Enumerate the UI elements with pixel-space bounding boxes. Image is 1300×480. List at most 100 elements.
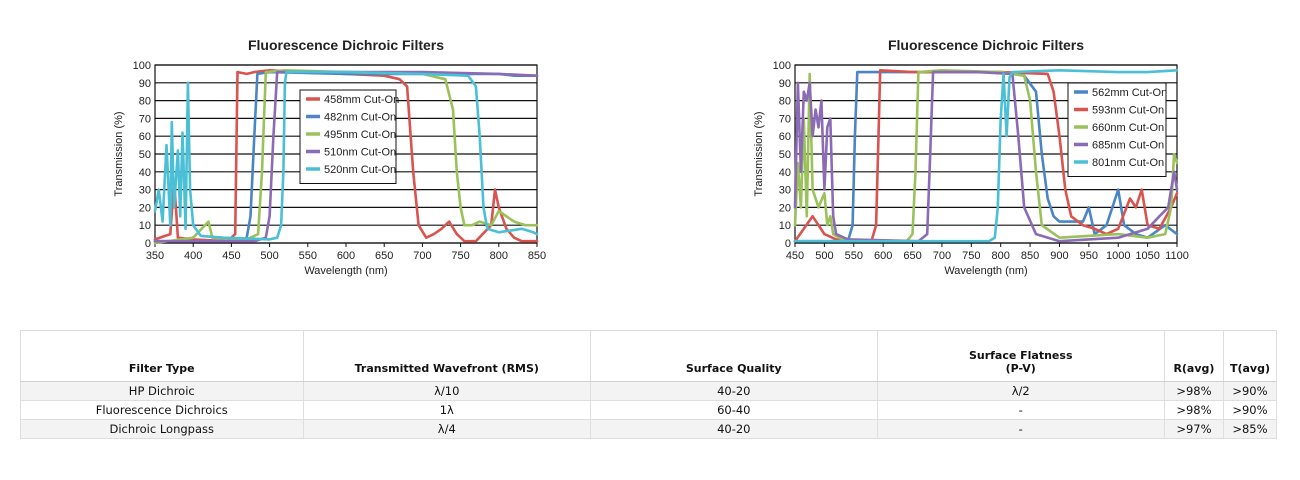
right-chart-xtick-label: 750 bbox=[962, 250, 980, 262]
cell-r-avg: >98% bbox=[1163, 400, 1224, 420]
table-row: Fluorescence Dichroics 1λ 60-40 - >98% >… bbox=[20, 400, 1278, 420]
right-chart-xtick-label: 550 bbox=[845, 250, 863, 262]
right-chart-xtick-label: 600 bbox=[874, 250, 892, 262]
right-chart-xtick-label: 1100 bbox=[1165, 250, 1189, 262]
left-chart-xtick-label: 800 bbox=[490, 250, 508, 262]
left-chart-legend-label: 520nm Cut-On bbox=[324, 164, 396, 176]
cell-surface-flatness: λ/2 bbox=[876, 381, 1165, 401]
right-chart-xtick-label: 700 bbox=[933, 250, 951, 262]
cell-filter-type: Fluorescence Dichroics bbox=[20, 400, 304, 420]
right-chart-xaxis-label: Wavelength (nm) bbox=[944, 265, 1027, 277]
right-chart-xtick-label: 950 bbox=[1080, 250, 1098, 262]
header-transmitted-wavefront: Transmitted Wavefront (RMS) bbox=[302, 330, 592, 382]
cell-transmitted-wavefront: 1λ bbox=[302, 400, 592, 420]
right-chart-xtick-label: 900 bbox=[1050, 250, 1068, 262]
right-chart-yaxis-label: Transmission (%) bbox=[753, 111, 765, 196]
left-chart-xtick-label: 500 bbox=[260, 250, 278, 262]
left-chart-xtick-label: 400 bbox=[184, 250, 202, 262]
chart-left-svg: Fluorescence Dichroic Filters 0 10 20 30 40 50… bbox=[113, 37, 546, 277]
cell-filter-type: HP Dichroic bbox=[20, 381, 304, 401]
header-surface-flatness: Surface Flatness (P-V) bbox=[876, 330, 1165, 382]
cell-transmitted-wavefront: λ/4 bbox=[302, 419, 592, 439]
right-chart-legend-label: 660nm Cut-On bbox=[1092, 122, 1164, 134]
left-chart-xtick-label: 350 bbox=[146, 250, 164, 262]
left-chart-xtick-label: 700 bbox=[413, 250, 431, 262]
left-chart-plot-frame bbox=[154, 64, 538, 244]
header-t-avg: T(avg) bbox=[1222, 330, 1278, 382]
right-chart-ytick-label: 80 bbox=[779, 96, 791, 108]
right-chart-ytick-label: 70 bbox=[779, 113, 791, 125]
left-chart-series-line-5 bbox=[153, 70, 539, 241]
left-chart-ytick-label: 70 bbox=[139, 113, 151, 125]
right-chart-legend-label: 593nm Cut-On bbox=[1092, 105, 1164, 117]
left-chart-ytick-label: 50 bbox=[139, 149, 151, 161]
right-chart-ytick-label: 30 bbox=[779, 185, 791, 197]
left-chart-legend-label: 495nm Cut-On bbox=[324, 129, 396, 141]
chart-right-svg: Fluorescence Dichroic Filters 0 10 20 30 40 50… bbox=[753, 37, 1189, 277]
header-surface-quality: Surface Quality bbox=[590, 330, 878, 382]
left-chart-ytick-label: 60 bbox=[139, 131, 151, 143]
chart-right: Fluorescence Dichroic Filters 0 10 20 30 40 50… bbox=[740, 30, 1200, 290]
cell-surface-flatness: - bbox=[876, 400, 1165, 420]
right-chart-xtick-label: 800 bbox=[992, 250, 1010, 262]
left-chart-ytick-label: 0 bbox=[145, 238, 151, 250]
cell-transmitted-wavefront: λ/10 bbox=[302, 381, 592, 401]
left-chart-yaxis-label: Transmission (%) bbox=[113, 111, 125, 196]
right-chart-xtick-label: 1000 bbox=[1106, 250, 1130, 262]
right-chart-series-line-1 bbox=[793, 70, 1179, 243]
left-chart-legend-label: 482nm Cut-On bbox=[324, 112, 396, 124]
left-chart-xtick-label: 850 bbox=[528, 250, 546, 262]
left-chart-xtick-label: 450 bbox=[222, 250, 240, 262]
right-chart-legend-label: 801nm Cut-On bbox=[1092, 157, 1164, 169]
right-chart-series-line-5 bbox=[793, 69, 1179, 243]
left-chart-title: Fluorescence Dichroic Filters bbox=[248, 37, 444, 53]
cell-r-avg: >98% bbox=[1163, 381, 1224, 401]
right-chart-title: Fluorescence Dichroic Filters bbox=[888, 37, 1084, 53]
left-chart-ytick-label: 30 bbox=[139, 185, 151, 197]
right-chart-ytick-label: 100 bbox=[773, 60, 791, 72]
cell-surface-flatness: - bbox=[876, 419, 1165, 439]
cell-t-avg: >85% bbox=[1222, 419, 1278, 439]
right-chart-xtick-label: 450 bbox=[786, 250, 804, 262]
right-chart-ytick-label: 50 bbox=[779, 149, 791, 161]
right-chart-ytick-label: 10 bbox=[779, 220, 791, 232]
cell-surface-quality: 40-20 bbox=[590, 419, 878, 439]
right-chart-ytick-label: 40 bbox=[779, 167, 791, 179]
left-chart-xtick-label: 750 bbox=[451, 250, 469, 262]
left-chart-ytick-label: 40 bbox=[139, 167, 151, 179]
left-chart-xtick-label: 550 bbox=[299, 250, 317, 262]
left-chart-ytick-label: 20 bbox=[139, 202, 151, 214]
right-chart-ytick-label: 20 bbox=[779, 202, 791, 214]
left-chart-ytick-label: 80 bbox=[139, 96, 151, 108]
left-chart-xtick-label: 650 bbox=[375, 250, 393, 262]
header-surface-flatness-line1: Surface Flatness bbox=[968, 349, 1073, 362]
right-chart-legend-label: 685nm Cut-On bbox=[1092, 140, 1164, 152]
header-surface-flatness-line2: (P-V) bbox=[1005, 362, 1036, 375]
left-chart-ytick-label: 10 bbox=[139, 220, 151, 232]
table-row: Dichroic Longpass λ/4 40-20 - >97% >85% bbox=[20, 419, 1278, 439]
cell-r-avg: >97% bbox=[1163, 419, 1224, 439]
right-chart-xtick-label: 1050 bbox=[1135, 250, 1159, 262]
cell-surface-quality: 40-20 bbox=[590, 381, 878, 401]
cell-filter-type: Dichroic Longpass bbox=[20, 419, 304, 439]
right-chart-ytick-label: 60 bbox=[779, 131, 791, 143]
right-chart-xtick-label: 650 bbox=[903, 250, 921, 262]
left-chart-xtick-label: 600 bbox=[337, 250, 355, 262]
right-chart-legend-label: 562mm Cut-On bbox=[1092, 87, 1167, 99]
table-header-row: Filter Type Transmitted Wavefront (RMS) … bbox=[20, 330, 1278, 382]
cell-t-avg: >90% bbox=[1222, 400, 1278, 420]
cell-t-avg: >90% bbox=[1222, 381, 1278, 401]
table-row: HP Dichroic λ/10 40-20 λ/2 >98% >90% bbox=[20, 381, 1278, 401]
cell-surface-quality: 60-40 bbox=[590, 400, 878, 420]
left-chart-ytick-label: 90 bbox=[139, 78, 151, 90]
left-chart-legend-label: 510nm Cut-On bbox=[324, 147, 396, 159]
right-chart-ytick-label: 0 bbox=[785, 238, 791, 250]
header-filter-type: Filter Type bbox=[20, 330, 304, 382]
right-chart-ytick-label: 90 bbox=[779, 78, 791, 90]
chart-left: Fluorescence Dichroic Filters 0 10 20 30 40 50… bbox=[100, 30, 560, 290]
left-chart-ytick-label: 100 bbox=[133, 60, 151, 72]
filter-spec-table: Filter Type Transmitted Wavefront (RMS) … bbox=[20, 330, 1278, 439]
right-chart-xtick-label: 500 bbox=[815, 250, 833, 262]
header-r-avg: R(avg) bbox=[1163, 330, 1224, 382]
right-chart-xtick-label: 850 bbox=[1021, 250, 1039, 262]
